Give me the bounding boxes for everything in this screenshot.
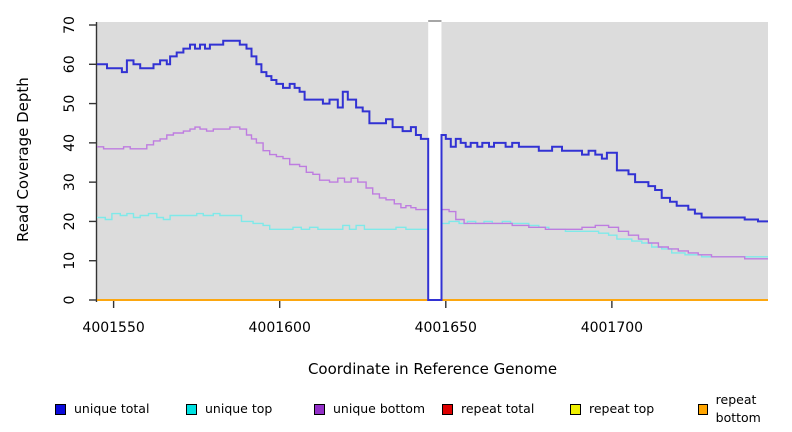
y-tick-label: 10 — [62, 252, 78, 270]
legend-item-repeat-total: repeat total — [442, 400, 534, 418]
x-tick-label: 4001600 — [249, 320, 311, 336]
coverage-gap-cap — [428, 20, 442, 22]
legend-item-unique-total: unique total — [55, 400, 149, 418]
legend-item-repeat-top: repeat top — [570, 400, 654, 418]
legend-swatch-repeat-top — [570, 403, 581, 415]
legend-label: unique total — [74, 401, 150, 416]
legend-item-unique-bottom: unique bottom — [314, 400, 425, 418]
y-tick-label: 70 — [62, 16, 78, 34]
x-tick-label: 4001650 — [415, 320, 477, 336]
series-unique-top-line — [97, 212, 768, 301]
legend-swatch-repeat-total — [442, 403, 453, 415]
series-unique-total-line — [97, 39, 768, 301]
y-tick-label: 40 — [62, 134, 78, 152]
y-tick-label: 60 — [62, 55, 78, 73]
legend-label: repeat total — [461, 401, 535, 416]
legend-label: repeat top — [589, 401, 655, 416]
legend-label: repeat bottom — [715, 392, 761, 425]
x-tick-label: 4001550 — [82, 320, 144, 336]
legend-item-repeat-bottom: repeat bottom — [698, 392, 792, 425]
y-axis-title: Read Coverage Depth — [14, 77, 32, 242]
y-tick-label: 50 — [62, 95, 78, 113]
legend: unique total unique top unique bottom repea… — [0, 392, 792, 425]
legend-item-unique-top: unique top — [186, 400, 272, 418]
legend-label: unique top — [205, 401, 273, 416]
legend-swatch-unique-total — [55, 403, 66, 415]
x-axis-title: Coordinate in Reference Genome — [307, 360, 558, 378]
coverage-gap-band — [428, 22, 442, 301]
legend-swatch-unique-bottom — [314, 403, 325, 415]
series-unique-bottom-line — [97, 126, 768, 301]
y-tick-label: 0 — [62, 296, 78, 305]
y-tick-label: 30 — [62, 173, 78, 191]
legend-swatch-unique-top — [186, 403, 197, 415]
y-tick-label: 20 — [62, 213, 78, 231]
legend-swatch-repeat-bottom — [698, 403, 708, 415]
x-tick-label: 4001700 — [581, 320, 643, 336]
legend-label: unique bottom — [333, 401, 426, 416]
